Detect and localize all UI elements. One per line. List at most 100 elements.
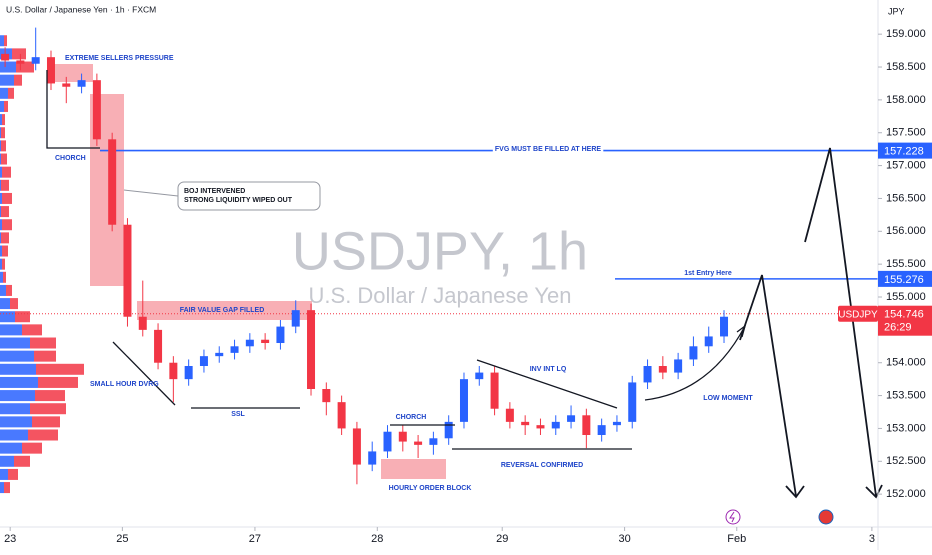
profile-buy — [0, 468, 8, 480]
candle-body — [108, 139, 117, 225]
profile-sell — [2, 219, 12, 231]
profile-sell — [2, 192, 12, 204]
annotation: SSL — [231, 411, 245, 418]
profile-buy — [0, 429, 28, 441]
candle-body — [154, 329, 163, 363]
profile-buy — [0, 206, 1, 218]
candle-body — [230, 346, 239, 353]
candle-body — [643, 366, 652, 383]
candle-body — [276, 326, 285, 344]
profile-sell — [12, 48, 26, 60]
profile-buy — [0, 192, 2, 204]
volume-profile — [0, 35, 84, 494]
profile-buy — [0, 298, 10, 310]
profile-sell — [32, 416, 60, 428]
candle-body — [398, 431, 407, 442]
profile-buy — [0, 455, 14, 467]
y-tick-label: 153.500 — [886, 389, 926, 401]
profile-sell — [14, 74, 22, 86]
y-tick-label: 158.500 — [886, 61, 926, 73]
profile-buy — [0, 390, 35, 402]
profile-sell — [14, 455, 30, 467]
profile-sell — [34, 350, 56, 362]
candle-body — [1, 53, 10, 61]
arrow-head — [785, 485, 805, 499]
candle-body — [704, 336, 713, 347]
profile-sell — [8, 468, 18, 480]
y-tick-label: 156.000 — [886, 225, 926, 237]
profile-buy — [0, 219, 2, 231]
y-tick-label: 154.000 — [886, 357, 926, 369]
annotation: SMALL HOUR DVRG — [90, 381, 159, 388]
x-tick-label: 23 — [4, 533, 16, 545]
annotation: FVG MUST BE FILLED AT HERE — [495, 146, 601, 153]
momentum-curve — [644, 325, 746, 401]
symbol-tag — [838, 305, 878, 322]
candle-body — [689, 346, 698, 360]
candle-body — [628, 382, 637, 422]
profile-sell — [15, 311, 30, 323]
arrow-head — [865, 484, 883, 499]
candle-body — [536, 425, 545, 429]
annotation: INV INT LQ — [530, 366, 567, 373]
event-icon[interactable] — [725, 509, 741, 525]
candle-body — [307, 310, 316, 390]
event-icon[interactable] — [818, 509, 834, 525]
profile-sell — [30, 403, 66, 415]
candle-body — [92, 80, 101, 140]
drawings — [46, 70, 883, 499]
symbol-tag-label: USDJPY — [838, 309, 878, 320]
candle-body — [459, 379, 468, 422]
candle-body — [322, 389, 331, 403]
profile-sell — [4, 100, 8, 112]
watermark-subtitle: U.S. Dollar / Japanese Yen — [309, 283, 572, 308]
profile-sell — [1, 232, 9, 244]
profile-buy — [0, 87, 8, 99]
annotation: CHORCH — [55, 155, 86, 162]
profile-sell — [2, 114, 5, 126]
profile-buy — [0, 245, 2, 257]
candle-body — [597, 425, 606, 436]
candle-body — [138, 316, 147, 330]
profile-sell — [8, 87, 14, 99]
profile-buy — [0, 127, 1, 139]
candle-body — [337, 402, 346, 429]
dvrg-line — [112, 341, 176, 406]
profile-sell — [1, 179, 9, 191]
profile-buy — [0, 35, 4, 47]
candle-body — [490, 372, 499, 409]
x-tick-label: 3 — [869, 533, 875, 545]
y-tick-label: 152.500 — [886, 455, 926, 467]
x-tick-label: 30 — [618, 533, 630, 545]
profile-buy — [0, 363, 36, 375]
profile-sell — [22, 442, 42, 454]
profile-buy — [0, 140, 1, 152]
candle-body — [383, 431, 392, 452]
candle-body — [658, 366, 667, 373]
x-tick-label: Feb — [727, 533, 746, 545]
price-tag-label: 154.746 — [884, 309, 924, 321]
candle-body — [77, 80, 86, 87]
profile-sell — [35, 390, 65, 402]
candle-body — [16, 60, 25, 64]
candle-body — [199, 356, 208, 367]
candle-body — [674, 359, 683, 373]
note-text: STRONG LIQUIDITY WIPED OUT — [184, 197, 293, 204]
countdown-label: 26:29 — [884, 322, 912, 334]
levels — [0, 149, 878, 315]
candle-body — [505, 408, 514, 422]
annotation: EXTREME SELLERS PRESSURE — [65, 55, 174, 62]
x-tick-label: 28 — [371, 533, 383, 545]
profile-buy — [0, 442, 22, 454]
trend-line — [476, 359, 618, 409]
profile-buy — [0, 100, 4, 112]
profile-sell — [4, 482, 10, 494]
profile-sell — [1, 140, 6, 152]
candle-body — [46, 57, 55, 84]
candle-body — [245, 339, 254, 347]
profile-sell — [2, 258, 5, 270]
note-pointer — [123, 189, 179, 197]
profile-sell — [22, 324, 42, 336]
annotation: HOURLY ORDER BLOCK — [389, 485, 472, 492]
projection-path — [804, 147, 877, 497]
